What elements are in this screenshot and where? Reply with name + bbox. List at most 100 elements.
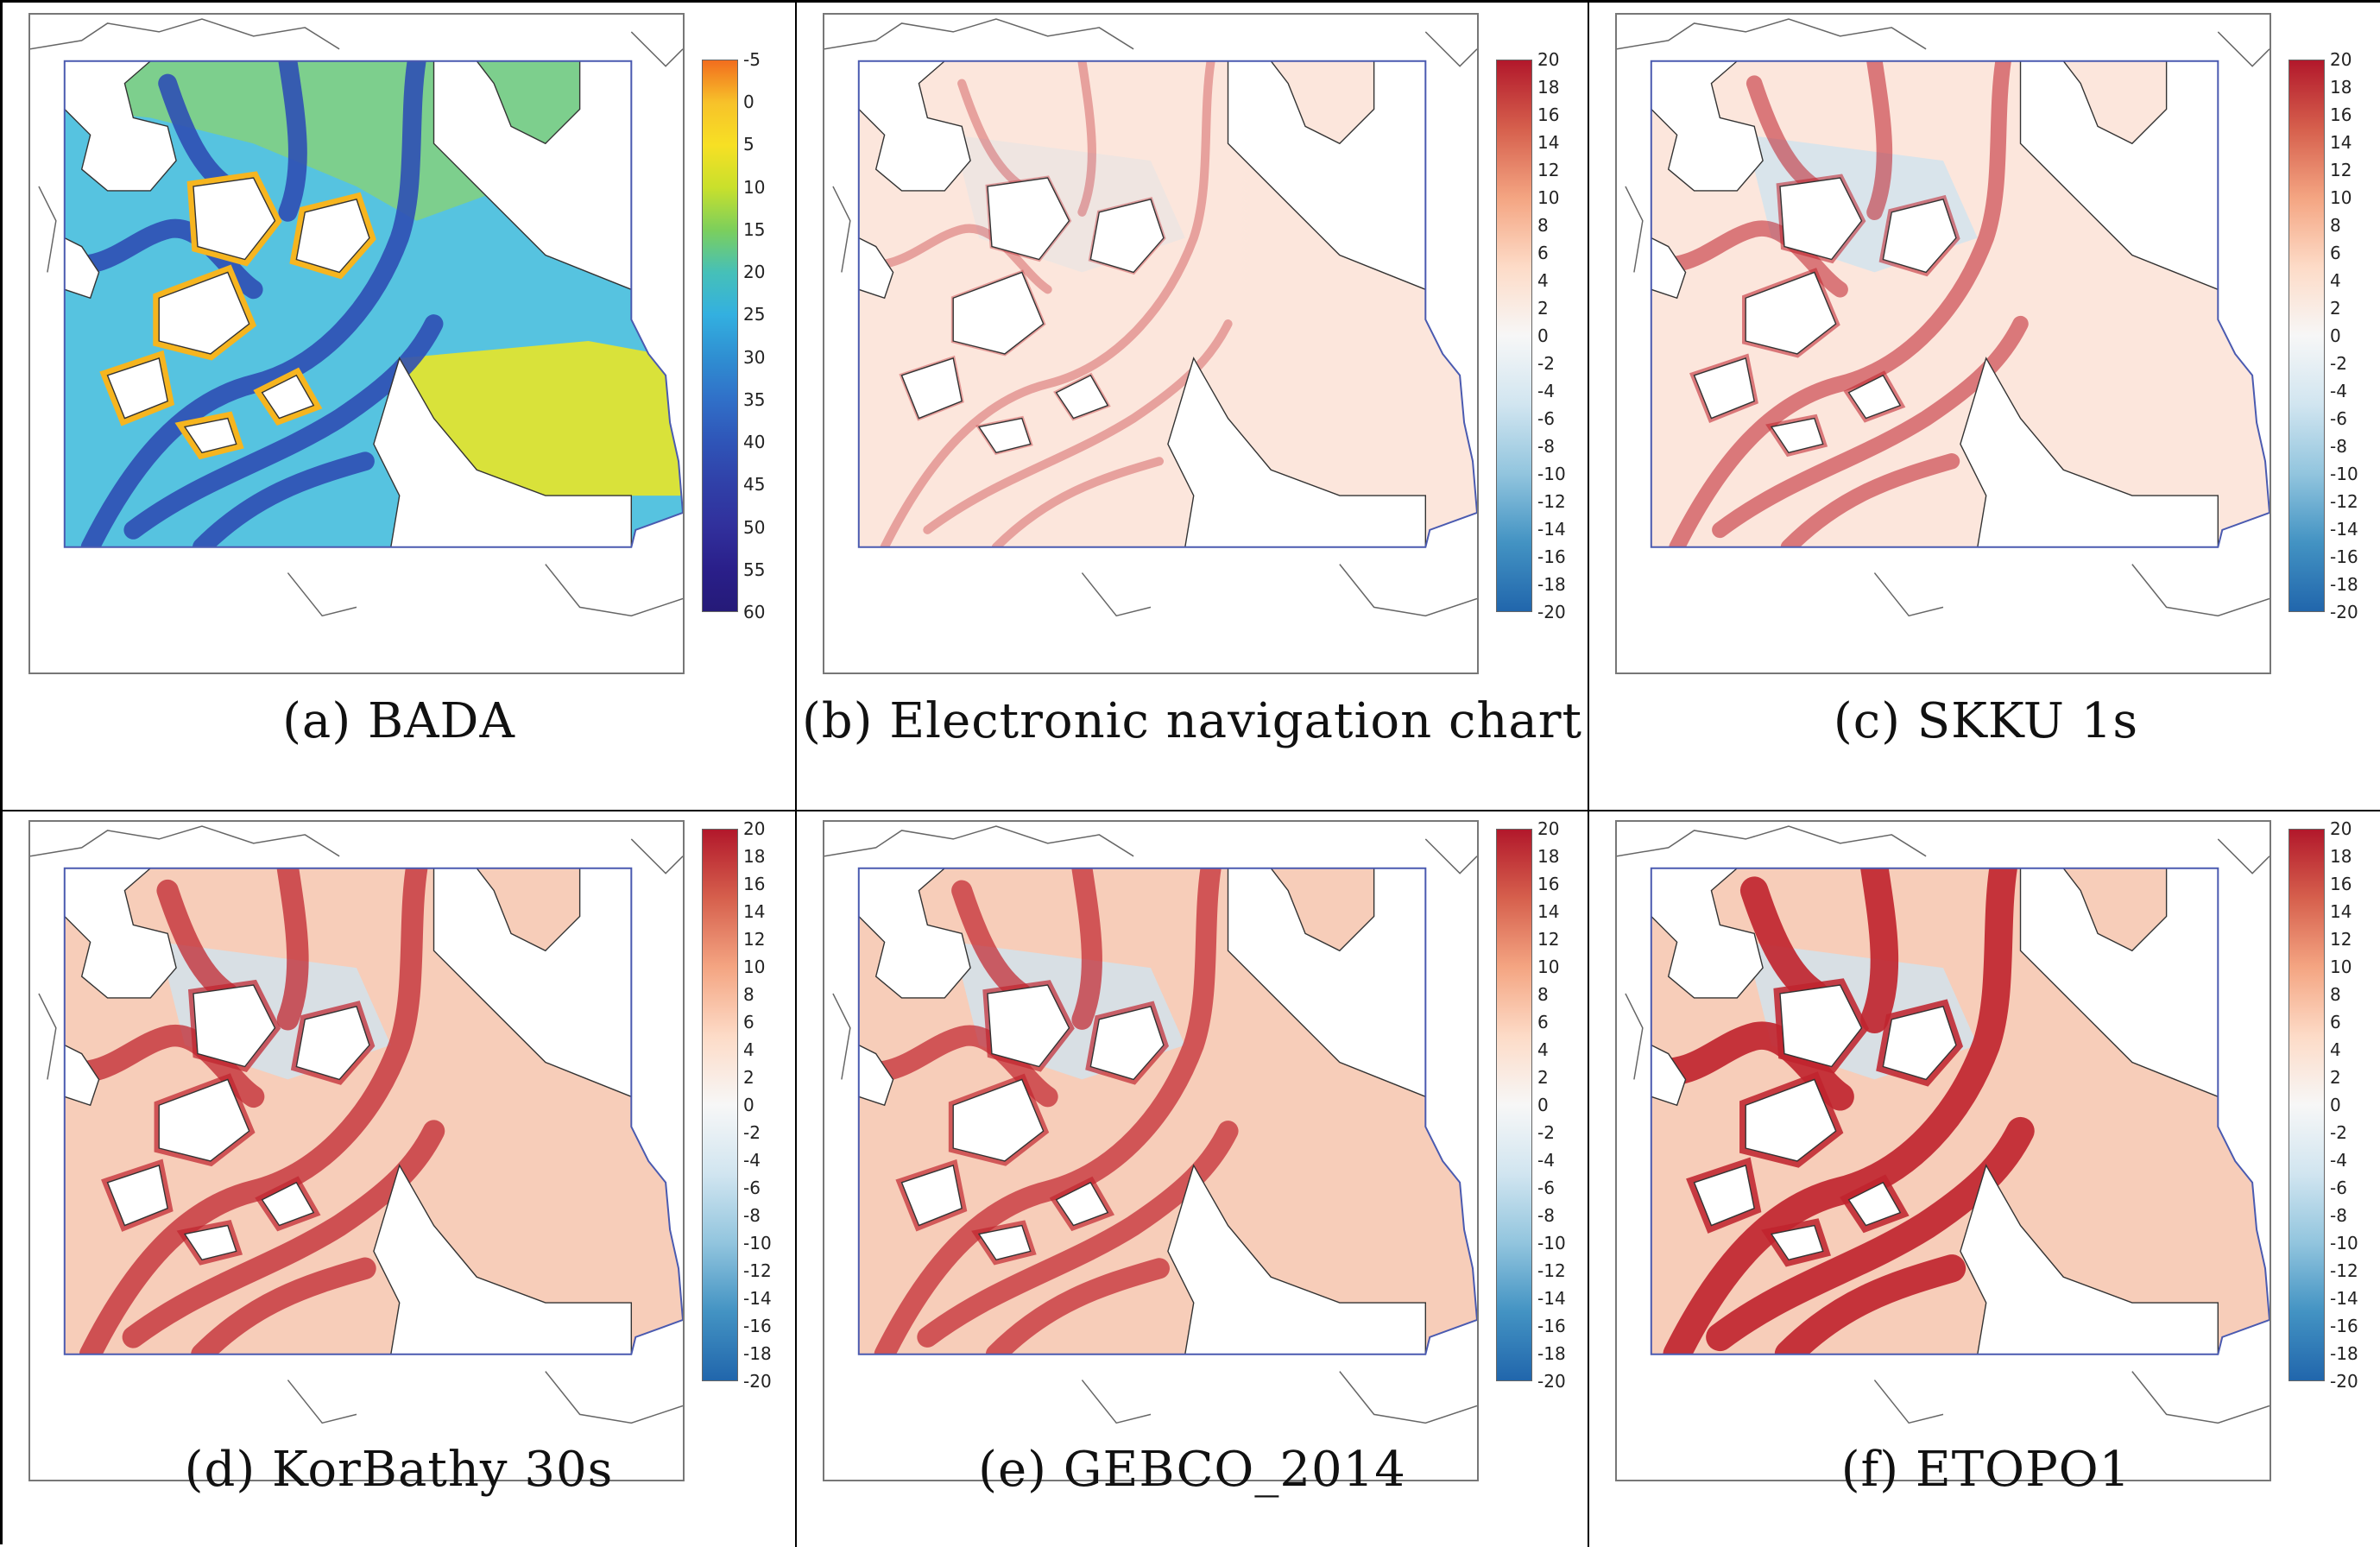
deep-channel (193, 451, 375, 547)
colorbar-tick-label: -16 (743, 1316, 772, 1336)
colorbar-tick-label: 18 (1537, 77, 1560, 98)
colorbar-tick-label: -20 (1537, 1371, 1566, 1392)
model-domain-boundary (1650, 867, 2270, 1355)
land-mass (900, 1165, 963, 1227)
colorbar-tick-label: 16 (1537, 874, 1560, 894)
positive-difference-channel (1780, 453, 1960, 547)
land-mass (1651, 868, 1764, 999)
colorbar-tick-label: -4 (1537, 381, 1555, 401)
positive-difference-channel (1077, 60, 1096, 217)
land-mass (1779, 177, 1863, 261)
land-mass (261, 374, 315, 420)
land-mass (977, 1224, 1032, 1261)
positive-difference-channel (1866, 60, 1893, 221)
positive-difference-channel (957, 79, 1026, 192)
land-mass (106, 1165, 168, 1227)
land-mass (1693, 357, 1755, 420)
colorbar-tick-label: 14 (1537, 132, 1560, 153)
colorbar-tick-label: 8 (743, 984, 754, 1005)
colorbar-tick-label: 8 (2330, 984, 2341, 1005)
colorbar-tick-label: 45 (743, 474, 766, 496)
colorbar-tick-label: 0 (743, 1095, 754, 1115)
colorbar-tick-label: -14 (2330, 519, 2358, 540)
colorbar-tick-label: -20 (2330, 1371, 2358, 1392)
colorbar-tick-label: -8 (1537, 1205, 1555, 1226)
colorbar-tick-label: -16 (2330, 1316, 2358, 1336)
colorbar-tick-label: 10 (2330, 957, 2352, 977)
colorbar-tick-label: 0 (2330, 325, 2341, 346)
land-mass (261, 1181, 315, 1227)
colorbar-tick-label: 16 (2330, 874, 2352, 894)
panel-caption-c: (c) SKKU 1s (1833, 693, 2139, 749)
colorbar-tick-label: 12 (2330, 929, 2352, 950)
colorbar-tick-label: 20 (2330, 818, 2352, 839)
land-mass (952, 271, 1045, 355)
colorbar-tick-label: -5 (743, 49, 761, 70)
land-mass (977, 417, 1032, 454)
colorbar-tick-label: -20 (2330, 602, 2358, 622)
positive-difference-channel (991, 457, 1165, 547)
colorbar-tick-label: 18 (2330, 846, 2352, 867)
colorbar-tick-label: 6 (1537, 243, 1549, 263)
positive-difference-channel (1071, 868, 1102, 1030)
colorbar-tick-label: 25 (743, 304, 766, 325)
colorbar-tick-label: 4 (2330, 270, 2341, 291)
outer-coastline (1617, 18, 2270, 617)
colorbar-tick-label: 20 (743, 262, 766, 283)
colorbar-tick-label: -6 (1537, 408, 1555, 429)
colorbar-tick-label: -8 (2330, 1205, 2347, 1226)
land-mass (1089, 1006, 1165, 1081)
map-f (1615, 820, 2271, 1481)
positive-difference-channel (858, 224, 1052, 294)
colorbar-tick-label: 0 (743, 92, 754, 113)
colorbar-ticks-c: 20 18 16 14 12 10 8 6 4 2 0 -2 -4 -6 -8 -10 -12 -14 -16 -18… (2330, 49, 2380, 622)
panel-e: 20 18 16 14 12 10 8 6 4 2 0 -2 -4 -6 -8 -10 -12 -14 -16 -18… (797, 811, 1589, 1547)
colorbar-tick-label: 10 (1537, 957, 1560, 977)
colorbar-tick-label: -20 (743, 1371, 772, 1392)
colorbar-tick-label: -6 (1537, 1178, 1555, 1198)
colorbar-tick-label: -14 (743, 1288, 772, 1309)
map-b (823, 13, 1479, 674)
panel-b: 20 18 16 14 12 10 8 6 4 2 0 -2 -4 -6 -8 -10 -12 -14 -16 -18… (797, 3, 1589, 811)
colorbar-tick-label: 14 (2330, 901, 2352, 922)
positive-difference-channel (1712, 315, 2029, 539)
colorbar-tick-label: 20 (2330, 49, 2352, 70)
land-mass (193, 984, 276, 1068)
panel-a: -5 0 5 10 15 20 25 30 35 40 45 50 55 60 (a) BADA (3, 3, 797, 811)
colorbar-tick-label: -18 (743, 1343, 772, 1364)
colorbar-tick-label: 20 (1537, 49, 1560, 70)
land-mass (1745, 1078, 1837, 1162)
colorbar-tick-label: 15 (743, 218, 766, 240)
land-mass (295, 1006, 370, 1081)
land-mass (1847, 1181, 1902, 1227)
colorbar-tick-label: 8 (1537, 215, 1549, 236)
colorbar-f (2288, 829, 2325, 1381)
panel-caption-f: (f) ETOPO1 (1840, 1442, 2131, 1498)
colorbar-tick-label: 12 (743, 929, 766, 950)
land-mass (1745, 271, 1837, 355)
land-mass (1055, 374, 1109, 420)
colorbar-tick-label: -10 (2330, 1233, 2358, 1253)
colorbar-tick-label: -2 (1537, 1122, 1555, 1143)
colorbar-tick-label: 18 (2330, 77, 2352, 98)
colorbar-tick-label: 10 (1537, 187, 1560, 208)
colorbar-tick-label: -4 (2330, 1150, 2347, 1171)
colorbar-tick-label: 20 (743, 818, 766, 839)
colorbar-tick-label: -2 (2330, 353, 2347, 374)
land-mass (1055, 1181, 1109, 1227)
panel-caption-b: (b) Electronic navigation chart (801, 693, 1583, 749)
outer-coastline (824, 825, 1477, 1424)
colorbar-tick-label: -16 (2330, 546, 2358, 567)
land-mass (1847, 374, 1902, 420)
land-mass (900, 357, 963, 420)
colorbar-tick-label: -18 (2330, 574, 2358, 595)
colorbar-tick-label: 50 (743, 516, 766, 538)
colorbar-ticks-b: 20 18 16 14 12 10 8 6 4 2 0 -2 -4 -6 -8 -10 -12 -14 -16 -18… (1537, 49, 1588, 622)
panel-caption-a: (a) BADA (282, 693, 515, 749)
land-mass (183, 1224, 237, 1261)
land-mass (1089, 199, 1165, 274)
colorbar-tick-label: 0 (1537, 325, 1549, 346)
land-mass (1167, 1164, 1427, 1355)
map-a (28, 13, 685, 674)
